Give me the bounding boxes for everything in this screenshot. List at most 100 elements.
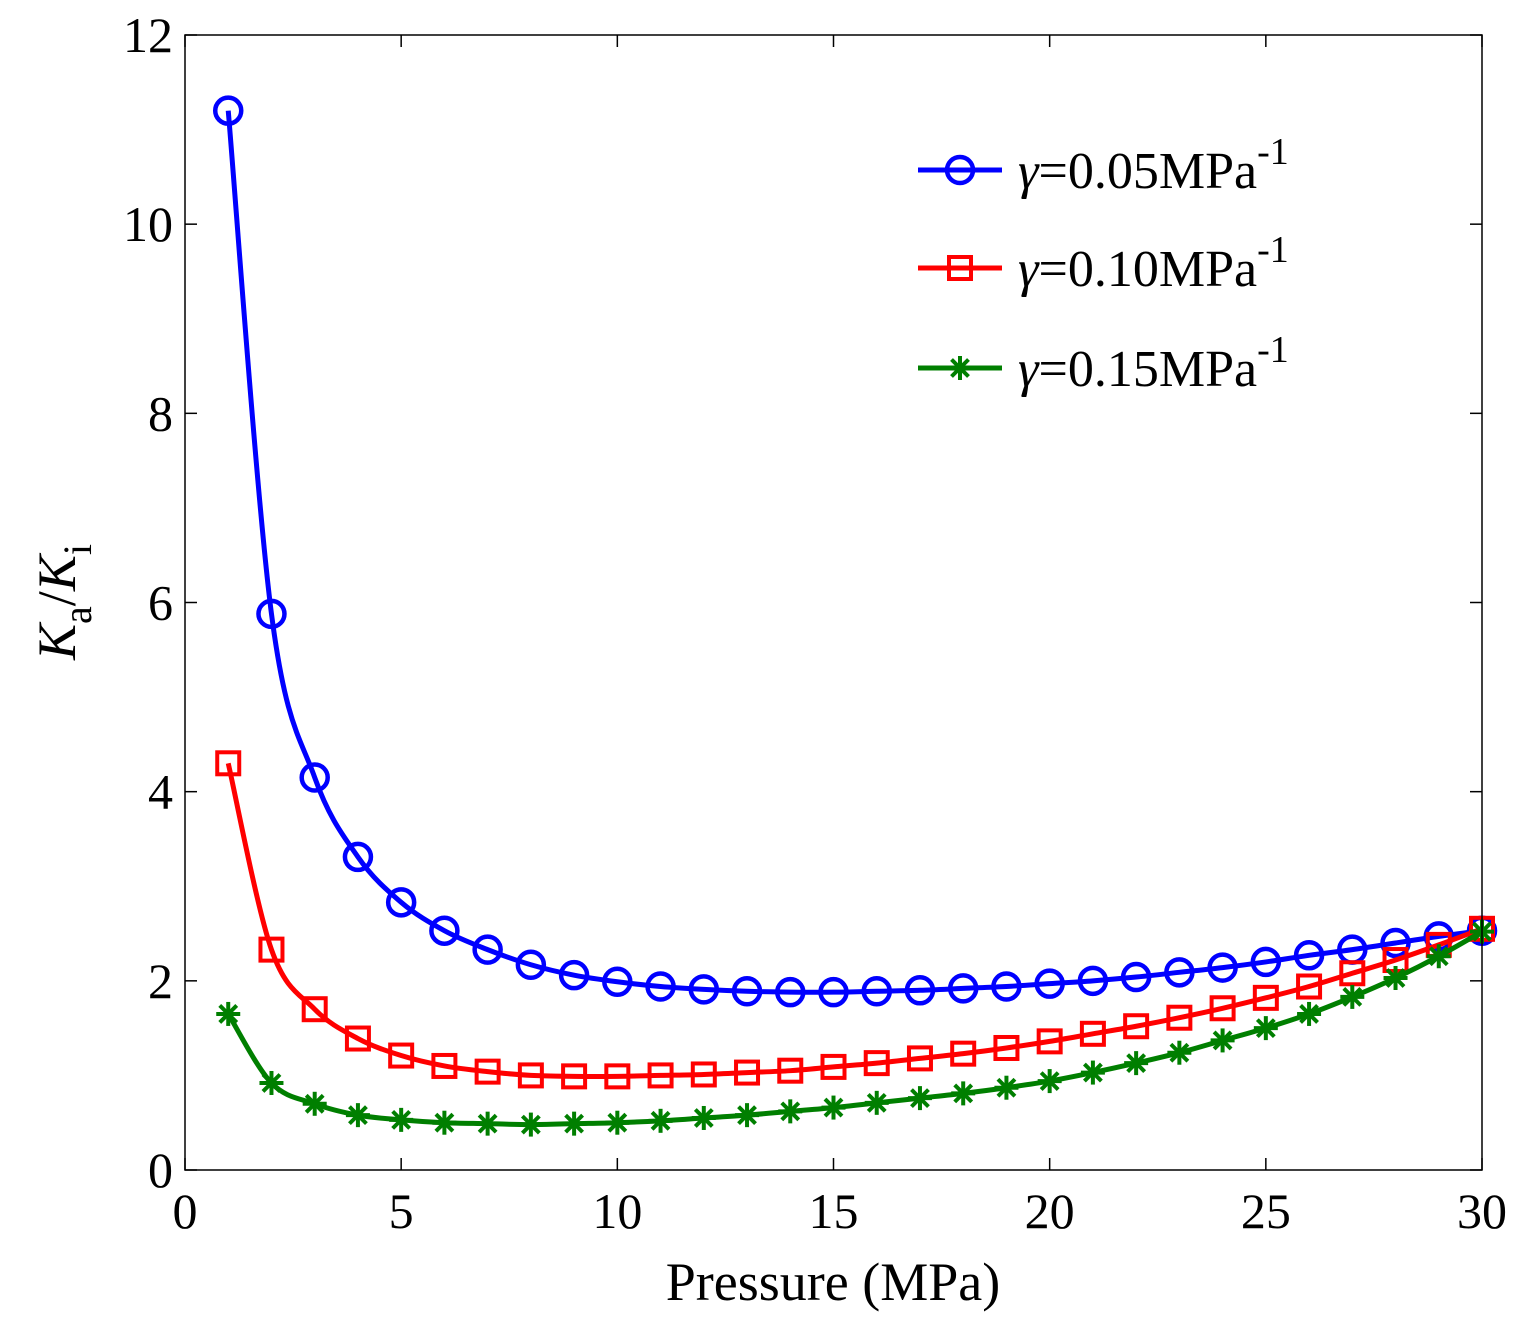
data-point-0-23 <box>1207 952 1238 983</box>
legend-symbol-2 <box>948 356 972 380</box>
data-point-2-1 <box>259 1070 284 1095</box>
series-2 <box>216 919 1494 1137</box>
data-point-2-17 <box>951 1081 976 1106</box>
y-tick-label-1: 2 <box>148 953 173 1009</box>
data-point-0-2 <box>299 762 330 793</box>
data-point-2-14 <box>821 1095 846 1120</box>
data-point-0-11 <box>688 974 720 1005</box>
data-point-1-19 <box>1036 1028 1063 1055</box>
data-point-1-15 <box>863 1050 890 1077</box>
x-tick-label-0: 0 <box>173 1183 198 1239</box>
legend-entry-2: γ=0.15MPa-1 <box>918 329 1289 398</box>
data-point-1-25 <box>1296 973 1323 1000</box>
data-point-1-10 <box>647 1062 674 1089</box>
legend-symbol-0 <box>944 154 976 186</box>
y-tick-label-2: 4 <box>148 764 173 820</box>
series-line-1 <box>225 762 1483 1079</box>
data-point-1-26 <box>1339 960 1366 987</box>
data-point-2-3 <box>345 1103 370 1128</box>
data-point-1-8 <box>561 1063 588 1090</box>
data-point-1-13 <box>777 1057 804 1084</box>
y-label-k2: K <box>27 552 87 592</box>
data-point-1-0 <box>215 750 242 777</box>
data-point-1-4 <box>388 1042 415 1069</box>
data-point-1-9 <box>604 1063 631 1090</box>
y-label-k1: K <box>27 621 87 661</box>
data-point-0-8 <box>558 959 590 991</box>
data-point-2-8 <box>562 1111 587 1136</box>
x-axis-label: Pressure (MPa) <box>666 1252 1000 1312</box>
y-tick-label-5: 10 <box>123 196 173 252</box>
data-point-0-21 <box>1120 961 1152 993</box>
data-point-0-25 <box>1293 940 1325 971</box>
data-point-0-14 <box>818 976 849 1008</box>
legend-marker-2 <box>948 356 972 380</box>
data-point-1-18 <box>993 1034 1020 1061</box>
y-tick-label-6: 12 <box>123 7 173 63</box>
data-point-0-24 <box>1250 946 1282 978</box>
x-tick-label-6: 30 <box>1457 1183 1507 1239</box>
y-label-sub-i: i <box>55 544 100 555</box>
data-point-2-27 <box>1383 965 1408 990</box>
data-point-0-1 <box>256 598 287 630</box>
data-point-1-7 <box>517 1062 544 1089</box>
legend-value-1: =0.10MPa <box>1039 241 1258 298</box>
data-point-2-18 <box>994 1075 1019 1100</box>
data-point-0-16 <box>904 975 936 1006</box>
data-point-2-6 <box>475 1111 500 1136</box>
data-point-0-3 <box>342 841 374 873</box>
data-point-2-0 <box>216 1001 241 1026</box>
data-point-2-5 <box>432 1110 457 1135</box>
legend-sup-1: -1 <box>1257 229 1289 271</box>
data-point-0-22 <box>1164 957 1195 988</box>
x-tick-label-5: 25 <box>1241 1183 1291 1239</box>
legend-sup-0: -1 <box>1257 131 1289 173</box>
legend-marker-0 <box>944 154 976 186</box>
x-tick-label-2: 10 <box>592 1183 642 1239</box>
series-layer <box>212 95 1498 1137</box>
legend-entry-1: γ=0.10MPa-1 <box>918 229 1289 298</box>
data-point-2-10 <box>648 1108 673 1133</box>
data-point-2-23 <box>1210 1028 1235 1053</box>
data-point-2-26 <box>1340 984 1365 1009</box>
y-axis-label: Ka/Ki <box>27 544 100 661</box>
data-point-2-28 <box>1426 944 1451 969</box>
data-point-1-2 <box>301 996 328 1023</box>
plot-area <box>185 35 1482 1170</box>
data-point-2-21 <box>1124 1051 1149 1076</box>
y-tick-label-0: 0 <box>148 1142 173 1198</box>
data-point-1-12 <box>734 1059 761 1086</box>
data-point-2-19 <box>1037 1069 1062 1094</box>
y-label-slash: / <box>27 591 87 606</box>
data-point-1-20 <box>1079 1020 1106 1047</box>
data-point-2-20 <box>1080 1060 1105 1085</box>
series-0 <box>212 95 1498 1008</box>
plot-frame <box>184 34 1483 1171</box>
data-point-2-12 <box>735 1103 760 1128</box>
data-point-0-0 <box>212 95 244 126</box>
legend-label-1: γ=0.10MPa-1 <box>1018 229 1289 298</box>
data-point-0-17 <box>947 973 979 1004</box>
series-1 <box>215 750 1495 1090</box>
data-point-0-13 <box>775 976 806 1008</box>
data-point-2-22 <box>1167 1040 1192 1065</box>
x-tick-label-3: 15 <box>809 1183 859 1239</box>
data-point-2-15 <box>864 1090 889 1115</box>
legend-value-0: =0.05MPa <box>1039 143 1258 200</box>
legend-gamma-1: γ <box>1018 241 1040 298</box>
y-tick-label-3: 6 <box>148 575 173 631</box>
data-point-0-15 <box>861 975 892 1007</box>
data-point-0-5 <box>429 915 460 946</box>
axes-ticks: 0 5 10 15 20 25 30 0 2 4 6 8 10 12 <box>123 7 1507 1239</box>
data-point-1-6 <box>474 1058 501 1085</box>
legend-label-2: γ=0.15MPa-1 <box>1018 329 1289 398</box>
data-point-1-5 <box>431 1052 458 1079</box>
data-point-0-4 <box>385 887 417 918</box>
legend-marker-1 <box>947 255 973 281</box>
legend-entry-0: γ=0.05MPa-1 <box>918 131 1289 200</box>
data-point-1-24 <box>1252 984 1279 1011</box>
data-point-2-24 <box>1253 1016 1278 1041</box>
legend-symbol-1 <box>947 255 973 281</box>
data-point-1-11 <box>690 1061 717 1088</box>
